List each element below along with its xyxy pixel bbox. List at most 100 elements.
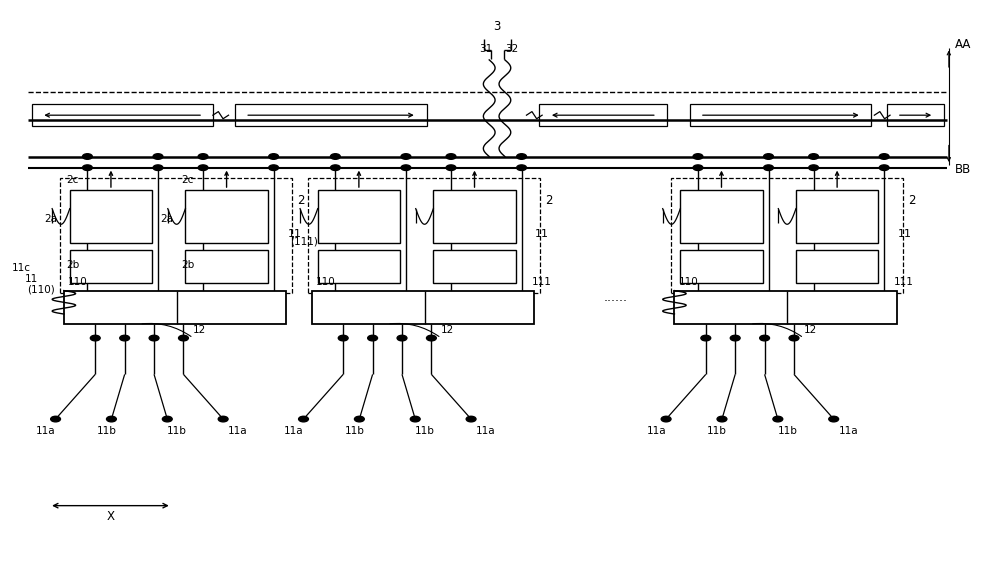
Bar xyxy=(185,190,268,243)
Text: 2a: 2a xyxy=(44,214,57,224)
Circle shape xyxy=(661,416,671,422)
Circle shape xyxy=(701,335,711,341)
Bar xyxy=(70,190,152,243)
Text: 11b: 11b xyxy=(167,426,187,437)
Circle shape xyxy=(149,335,159,341)
Bar xyxy=(32,104,213,127)
Circle shape xyxy=(269,154,279,160)
Circle shape xyxy=(198,154,208,160)
Bar xyxy=(680,190,763,243)
Circle shape xyxy=(83,165,92,170)
Text: 12: 12 xyxy=(441,325,454,335)
Text: 111: 111 xyxy=(894,277,914,287)
Text: 31: 31 xyxy=(479,44,492,54)
Circle shape xyxy=(730,335,740,341)
Circle shape xyxy=(764,165,773,170)
Text: 2: 2 xyxy=(297,194,305,206)
Circle shape xyxy=(446,165,456,170)
Bar xyxy=(312,291,534,324)
Circle shape xyxy=(368,335,378,341)
Text: 2: 2 xyxy=(545,194,553,206)
Circle shape xyxy=(773,416,783,422)
Text: 11a: 11a xyxy=(36,426,56,437)
Bar xyxy=(70,250,152,283)
Text: 110: 110 xyxy=(316,277,336,287)
Text: 11b: 11b xyxy=(97,426,117,437)
Text: 2c: 2c xyxy=(182,175,194,185)
Text: 12: 12 xyxy=(193,325,207,335)
Bar xyxy=(185,250,268,283)
Text: 32: 32 xyxy=(505,44,518,54)
Text: 11a: 11a xyxy=(228,426,248,437)
Circle shape xyxy=(90,335,100,341)
Circle shape xyxy=(466,416,476,422)
Text: (111): (111) xyxy=(290,237,318,247)
Circle shape xyxy=(829,416,839,422)
Circle shape xyxy=(330,165,340,170)
Bar xyxy=(308,178,540,294)
Circle shape xyxy=(107,416,116,422)
Bar xyxy=(671,178,903,294)
Bar xyxy=(539,104,667,127)
Circle shape xyxy=(330,154,340,160)
Bar xyxy=(318,190,400,243)
Circle shape xyxy=(179,335,188,341)
Circle shape xyxy=(760,335,770,341)
Bar xyxy=(60,178,292,294)
Circle shape xyxy=(789,335,799,341)
Text: BB: BB xyxy=(955,163,971,176)
Circle shape xyxy=(354,416,364,422)
Circle shape xyxy=(693,154,703,160)
Text: 11b: 11b xyxy=(778,426,798,437)
Circle shape xyxy=(809,165,818,170)
Circle shape xyxy=(879,154,889,160)
Circle shape xyxy=(162,416,172,422)
Bar xyxy=(674,291,897,324)
Circle shape xyxy=(153,154,163,160)
Circle shape xyxy=(401,165,411,170)
Bar xyxy=(690,104,871,127)
Circle shape xyxy=(338,335,348,341)
Circle shape xyxy=(218,416,228,422)
Circle shape xyxy=(120,335,130,341)
Circle shape xyxy=(717,416,727,422)
Circle shape xyxy=(83,154,92,160)
Text: X: X xyxy=(106,510,114,523)
Circle shape xyxy=(269,165,279,170)
Bar xyxy=(680,250,763,283)
Text: 12: 12 xyxy=(804,325,817,335)
Bar xyxy=(318,250,400,283)
Circle shape xyxy=(517,165,526,170)
Text: 2c: 2c xyxy=(66,175,78,185)
Circle shape xyxy=(764,154,773,160)
Text: 11c: 11c xyxy=(12,263,31,273)
Circle shape xyxy=(397,335,407,341)
Circle shape xyxy=(446,154,456,160)
Text: 11a: 11a xyxy=(476,426,496,437)
Text: 11a: 11a xyxy=(647,426,666,437)
Text: 11a: 11a xyxy=(839,426,858,437)
Text: 2b: 2b xyxy=(66,260,79,270)
Circle shape xyxy=(410,416,420,422)
Text: 11b: 11b xyxy=(707,426,727,437)
Circle shape xyxy=(401,154,411,160)
Text: 110: 110 xyxy=(68,277,88,287)
Text: 11b: 11b xyxy=(345,426,365,437)
Text: 11: 11 xyxy=(898,229,912,239)
Bar xyxy=(64,291,286,324)
Bar xyxy=(235,104,426,127)
Text: (110): (110) xyxy=(27,284,54,295)
Text: 11a: 11a xyxy=(284,426,304,437)
Circle shape xyxy=(426,335,436,341)
Circle shape xyxy=(809,154,818,160)
Text: 11: 11 xyxy=(535,229,549,239)
Circle shape xyxy=(153,165,163,170)
Text: AA: AA xyxy=(955,38,971,51)
Text: 2a: 2a xyxy=(160,214,173,224)
Bar xyxy=(433,250,516,283)
Text: 11: 11 xyxy=(25,274,38,284)
Circle shape xyxy=(879,165,889,170)
Text: 2b: 2b xyxy=(182,260,195,270)
Text: 3: 3 xyxy=(493,21,501,34)
Circle shape xyxy=(693,165,703,170)
